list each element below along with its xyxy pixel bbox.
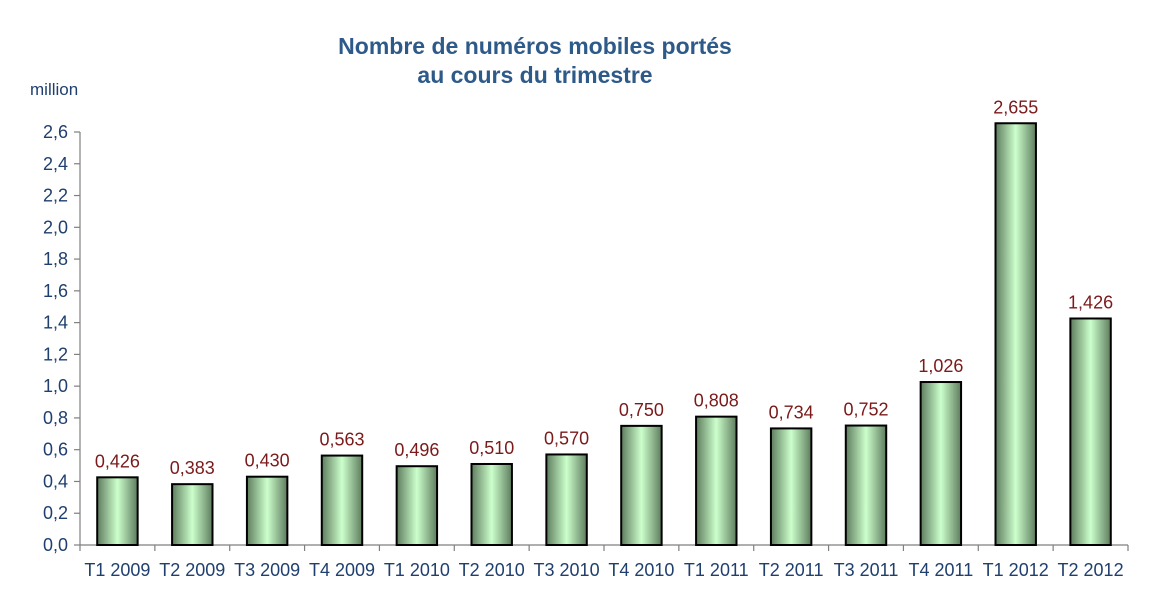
data-label: 0,383 <box>170 458 215 478</box>
bar-t1-2011 <box>695 415 738 546</box>
y-tick-label: 0,2 <box>43 503 68 523</box>
y-tick-label: 1,8 <box>43 249 68 269</box>
data-label: 0,752 <box>843 400 888 420</box>
y-tick-label: 0,4 <box>43 471 68 491</box>
bar-t1-2012 <box>994 122 1037 546</box>
y-tick-label: 0,8 <box>43 408 68 428</box>
bar-t4-2010 <box>620 424 663 546</box>
data-label: 1,026 <box>918 356 963 376</box>
data-label: 2,655 <box>993 97 1038 117</box>
data-label: 1,426 <box>1068 292 1113 312</box>
y-tick-label: 2,0 <box>43 217 68 237</box>
y-unit-label: million <box>30 80 78 99</box>
bar-t2-2010 <box>470 462 513 546</box>
data-label: 0,734 <box>769 402 814 422</box>
x-tick-label: T1 2010 <box>384 560 450 580</box>
x-tick-label: T3 2011 <box>834 560 899 580</box>
x-axis: T1 2009 T2 2009 T3 2009 T4 2009 T1 2010 T2 20… <box>79 544 1129 580</box>
x-tick-label: T1 2009 <box>84 560 150 580</box>
y-tick-label: 2,4 <box>43 154 68 174</box>
bar-t2-2011 <box>769 427 813 546</box>
bar-t2-2012 <box>1069 317 1112 546</box>
x-tick-label: T4 2011 <box>908 560 973 580</box>
x-tick-label: T1 2012 <box>983 560 1049 580</box>
x-tick-label: T2 2009 <box>159 560 225 580</box>
chart-title-line1: Nombre de numéros mobiles portés <box>338 33 732 59</box>
bars <box>96 122 1112 547</box>
data-label: 0,426 <box>95 451 140 471</box>
data-label: 0,430 <box>245 451 290 471</box>
bar-t3-2009 <box>245 475 289 547</box>
x-tick-label: T2 2011 <box>759 560 824 580</box>
x-tick-label: T3 2009 <box>234 560 300 580</box>
y-tick-label: 2,6 <box>43 122 68 142</box>
bar-t1-2009 <box>96 476 139 547</box>
bar-t4-2009 <box>320 454 364 546</box>
bar-t4-2011 <box>919 381 963 546</box>
y-tick-label: 2,2 <box>43 186 68 206</box>
data-label: 0,750 <box>619 400 664 420</box>
data-label: 0,510 <box>469 438 514 458</box>
bar-t2-2009 <box>171 483 214 547</box>
y-tick-label: 1,0 <box>43 376 68 396</box>
bar-t3-2010 <box>545 453 588 547</box>
y-tick-label: 0,0 <box>43 535 68 555</box>
x-tick-label: T4 2010 <box>608 560 674 580</box>
x-tick-label: T2 2012 <box>1058 560 1124 580</box>
chart-title-line2: au cours du trimestre <box>417 62 652 88</box>
x-tick-label: T3 2010 <box>534 560 600 580</box>
y-tick-label: 0,6 <box>43 440 68 460</box>
data-label: 0,808 <box>694 391 739 411</box>
y-tick-label: 1,6 <box>43 281 68 301</box>
x-tick-label: T1 2011 <box>684 560 749 580</box>
y-tick-label: 1,2 <box>43 344 68 364</box>
x-tick-label: T4 2009 <box>309 560 375 580</box>
data-label: 0,570 <box>544 428 589 448</box>
bar-t3-2011 <box>844 424 888 547</box>
y-tick-label: 1,4 <box>43 313 68 333</box>
data-labels: 0,426 0,383 0,430 0,563 0,496 0,510 0,570 0,750… <box>95 97 1113 478</box>
y-axis: 0,0 0,2 0,4 0,6 0,8 1,0 1,2 1,4 1,6 1,8 2,0 2,2 2,4 2… <box>43 122 81 555</box>
data-label: 0,496 <box>394 440 439 460</box>
bar-t1-2010 <box>395 465 439 546</box>
x-tick-label: T2 2010 <box>459 560 525 580</box>
data-label: 0,563 <box>319 430 364 450</box>
